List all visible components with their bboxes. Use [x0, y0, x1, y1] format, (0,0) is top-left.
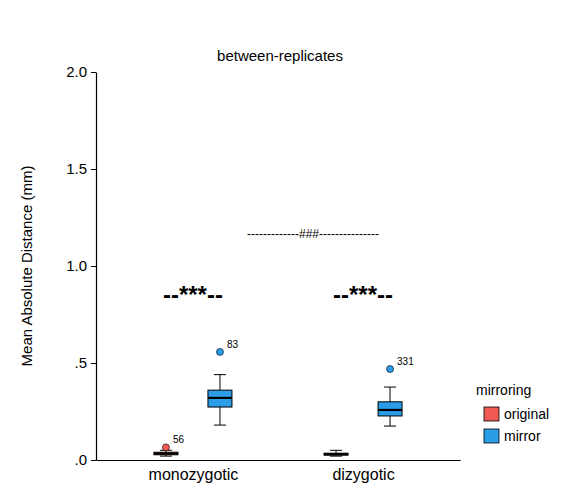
max-cap: [384, 387, 396, 388]
x-axis: monozygotic dizygotic: [97, 460, 461, 483]
legend-entry: mirror: [504, 428, 541, 444]
upper-whisker: [390, 387, 391, 402]
y-tick: .0: [74, 451, 96, 468]
y-tick-mark: [91, 169, 96, 170]
box: [154, 444, 178, 456]
x-tick: dizygotic: [332, 460, 394, 483]
x-tick: monozygotic: [149, 460, 239, 483]
legend: mirroring original mirror: [476, 382, 549, 444]
median: [324, 453, 348, 455]
box: [378, 366, 402, 427]
lower-whisker: [390, 416, 391, 426]
box-body: [378, 402, 402, 416]
annotation: -------------###---------------: [247, 227, 379, 241]
series: [208, 348, 402, 426]
y-tick: .5: [74, 354, 96, 371]
title: between-replicates: [217, 47, 343, 64]
legend-swatch: [484, 429, 499, 443]
x-tick-label: monozygotic: [149, 466, 239, 483]
chart: between-replicates .0 .5 1.0 1.5 2.0 Mean Abso…: [0, 0, 579, 499]
outlier: [162, 444, 169, 451]
y-tick: 1.0: [66, 257, 96, 274]
y-axis-title: Mean Absolute Distance (mm): [18, 166, 35, 367]
y-tick-mark: [91, 72, 96, 73]
min-cap: [214, 425, 226, 426]
y-axis-line: [96, 73, 97, 461]
lower-whisker: [219, 407, 220, 425]
y-tick-label: 1.5: [66, 160, 87, 177]
y-tick: 2.0: [66, 63, 96, 80]
outlier-labels: 56 83 331: [173, 339, 414, 445]
annotation: --***--: [163, 281, 223, 308]
x-axis-line: [97, 460, 461, 461]
box-body: [154, 452, 178, 455]
outlier-label: 56: [173, 434, 185, 445]
y-tick-mark: [91, 460, 96, 461]
median: [378, 409, 402, 411]
y-tick: 1.5: [66, 160, 96, 177]
min-cap: [160, 456, 172, 457]
box-body: [208, 390, 232, 407]
max-cap: [330, 450, 342, 451]
legend-title: mirroring: [476, 382, 531, 398]
y-tick-label: 1.0: [66, 257, 87, 274]
series: [154, 444, 348, 456]
min-cap: [330, 456, 342, 457]
legend-swatch: [484, 407, 499, 421]
annotation: --***--: [333, 281, 393, 308]
box: [208, 348, 232, 425]
x-tick-label: dizygotic: [332, 466, 394, 483]
y-axis: .0 .5 1.0 1.5 2.0: [66, 63, 96, 468]
upper-whisker: [219, 375, 220, 391]
y-tick-label: .0: [74, 451, 87, 468]
annotations: --***-- --***-- -------------###----------…: [163, 227, 393, 308]
outlier: [216, 348, 223, 355]
legend-entry: original: [504, 406, 549, 422]
box: [324, 450, 348, 456]
y-tick-label: 2.0: [66, 63, 87, 80]
median: [208, 397, 232, 399]
box-body: [324, 453, 348, 455]
outlier: [387, 366, 394, 373]
y-tick-label: .5: [74, 354, 87, 371]
plot-area: [154, 348, 402, 456]
max-cap: [214, 374, 226, 375]
y-tick-mark: [91, 266, 96, 267]
outlier-label: 83: [227, 339, 239, 350]
median: [154, 452, 178, 454]
y-tick-mark: [91, 363, 96, 364]
outlier-label: 331: [397, 356, 414, 367]
min-cap: [384, 426, 396, 427]
